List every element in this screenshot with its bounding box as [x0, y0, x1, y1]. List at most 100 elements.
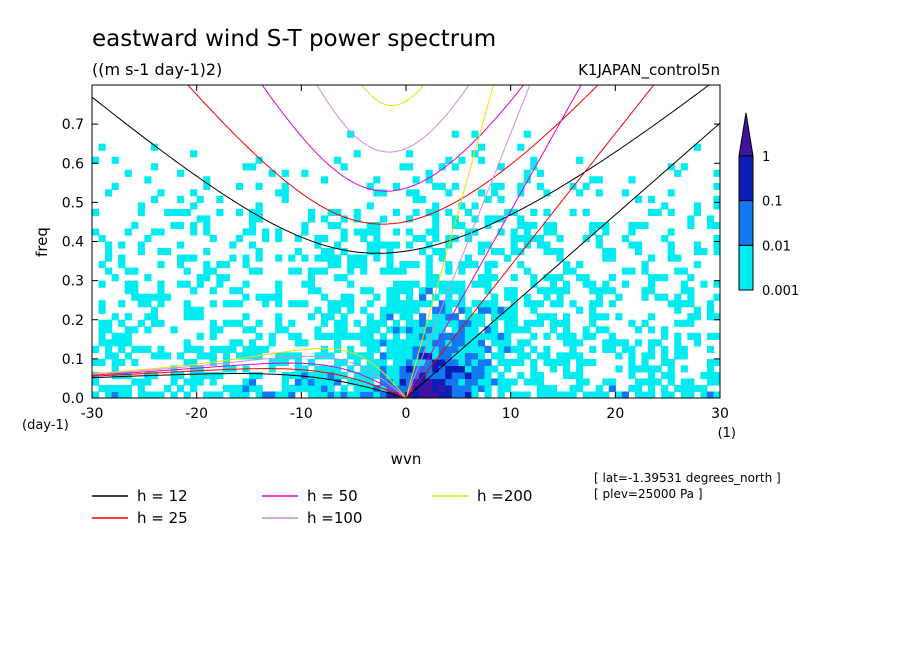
heatmap-cell — [517, 345, 525, 353]
heatmap-cell — [451, 365, 459, 373]
heatmap-cell — [491, 365, 499, 373]
heatmap-cell — [92, 391, 100, 398]
heatmap-cell — [641, 391, 649, 398]
heatmap-cell — [563, 319, 571, 327]
heatmap-cell — [275, 391, 283, 398]
heatmap-cell — [392, 384, 401, 393]
heatmap-cell — [530, 378, 538, 386]
heatmap-cell — [196, 306, 204, 314]
heatmap-cell — [419, 345, 427, 353]
heatmap-cell — [425, 391, 433, 398]
heatmap-cell — [105, 339, 113, 347]
heatmap-cell — [445, 378, 453, 386]
heatmap-cell — [497, 358, 505, 366]
heatmap-cell — [471, 202, 479, 210]
heatmap-cell — [464, 228, 473, 236]
heatmap-cell — [536, 182, 544, 190]
heatmap-cell — [281, 326, 289, 334]
heatmap-cell — [582, 332, 590, 340]
heatmap-cell — [406, 332, 414, 340]
heatmap-cell — [589, 306, 597, 314]
heatmap-cell — [268, 358, 276, 366]
y-tick-label: 0.7 — [62, 117, 84, 133]
heatmap-cell — [425, 241, 433, 249]
heatmap-cell — [648, 195, 656, 203]
heatmap-cell — [235, 319, 244, 327]
heatmap-cell — [497, 182, 505, 190]
heatmap-cell — [510, 287, 518, 295]
heatmap-cell — [510, 248, 518, 256]
heatmap-cell — [353, 332, 361, 340]
heatmap-cell — [582, 208, 590, 217]
heatmap-cell — [406, 189, 414, 197]
heatmap-cell — [124, 280, 132, 288]
heatmap-cell — [327, 332, 335, 340]
heatmap-cell — [190, 221, 198, 230]
heatmap-cell — [419, 195, 427, 203]
heatmap-cell — [706, 300, 715, 308]
heatmap-cell — [706, 313, 715, 321]
heatmap-cell — [301, 371, 309, 380]
heatmap-cell — [347, 261, 355, 269]
heatmap-cell — [451, 358, 459, 366]
heatmap-cell — [523, 300, 531, 308]
heatmap-cell — [510, 345, 518, 353]
heatmap-cell — [634, 378, 643, 386]
heatmap-cell — [589, 228, 597, 236]
heatmap-cell — [713, 313, 720, 321]
heatmap-cell — [536, 234, 544, 243]
heatmap-cell — [530, 208, 538, 217]
heatmap-cell — [667, 371, 675, 380]
colorbar-segment — [738, 155, 754, 202]
heatmap-cell — [680, 365, 688, 373]
heatmap-cell — [196, 352, 204, 360]
heatmap-cell — [177, 371, 185, 380]
heatmap-cell — [543, 287, 551, 295]
heatmap-cell — [425, 208, 433, 217]
heatmap-cell — [98, 234, 106, 243]
rossby-curve — [92, 355, 407, 398]
heatmap-cell — [517, 358, 525, 366]
heatmap-cell — [229, 287, 237, 295]
heatmap-cell — [373, 319, 381, 327]
heatmap-cell — [340, 300, 348, 308]
heatmap-cell — [576, 156, 584, 164]
heatmap-cell — [150, 306, 159, 314]
heatmap-cell — [170, 391, 178, 398]
heatmap-cell — [530, 345, 538, 353]
heatmap-cell — [438, 352, 446, 360]
heatmap-cell — [406, 261, 414, 269]
heatmap-cell — [235, 182, 244, 190]
heatmap-cell — [419, 313, 427, 321]
heatmap-cell — [661, 293, 669, 301]
heatmap-cell — [438, 280, 446, 288]
heatmap-cell — [98, 326, 106, 334]
heatmap-cell — [320, 215, 329, 223]
heatmap-cell — [177, 352, 185, 360]
heatmap-cell — [451, 300, 459, 308]
heatmap-cell — [438, 384, 446, 393]
heatmap-cell — [177, 254, 185, 262]
heatmap-cell — [406, 306, 414, 314]
heatmap-cell — [634, 384, 643, 393]
heatmap-cell — [249, 228, 257, 236]
heatmap-cell — [477, 143, 486, 151]
heatmap-cell — [471, 261, 479, 269]
heatmap-cell — [392, 319, 401, 327]
heatmap-cell — [386, 313, 394, 321]
heatmap-cell — [458, 365, 466, 373]
heatmap-cell — [98, 280, 106, 288]
heatmap-cell — [373, 384, 381, 393]
heatmap-cell — [392, 332, 401, 340]
heatmap-cell — [386, 326, 394, 334]
y-axis-label: freq — [33, 227, 51, 257]
heatmap-cell — [602, 326, 610, 334]
heatmap-cell — [438, 254, 446, 262]
heatmap-cell — [307, 280, 316, 288]
heatmap-cell — [517, 261, 525, 269]
heatmap-cell — [347, 293, 355, 301]
heatmap-cell — [327, 248, 335, 256]
heatmap-cell — [163, 208, 172, 217]
colorbar-extend-arrow — [738, 112, 754, 157]
heatmap-cell — [556, 319, 564, 327]
